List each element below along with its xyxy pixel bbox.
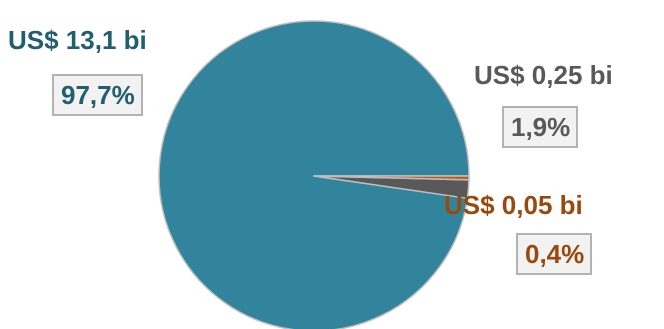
slice-0-amount-label: US$ 13,1 bi [8, 25, 147, 55]
pie-slice-0 [158, 20, 470, 329]
pie-slice-2 [313, 175, 470, 181]
slice-1-percent-label: 1,9% [502, 106, 579, 148]
slice-2-amount-label: US$ 0,05 bi [444, 190, 583, 220]
slice-2-percent-label: 0,4% [516, 233, 593, 275]
slice-1-amount-label: US$ 0,25 bi [474, 60, 613, 90]
slice-0-percent-label: 97,7% [52, 74, 143, 116]
